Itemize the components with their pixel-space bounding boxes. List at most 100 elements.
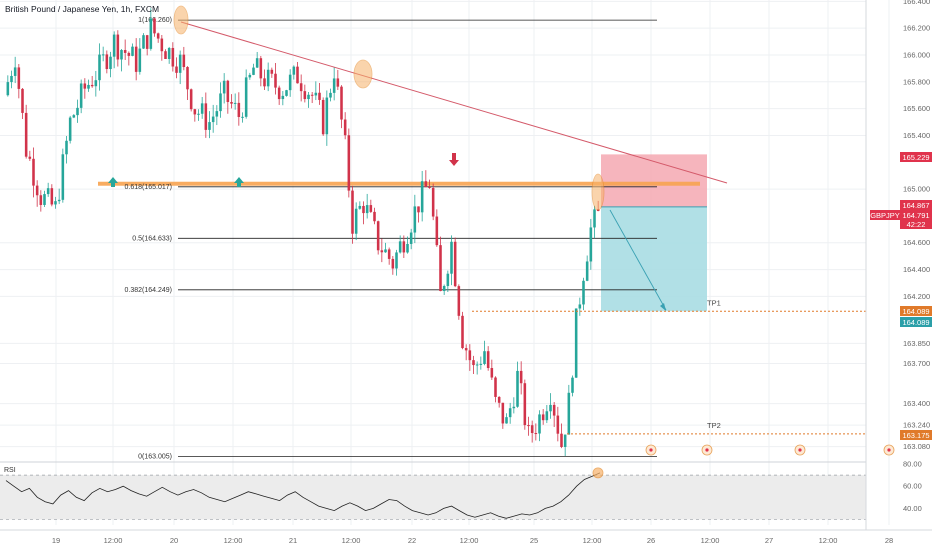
candle-down bbox=[182, 54, 186, 68]
candle-up bbox=[516, 370, 519, 407]
candle-up bbox=[325, 97, 329, 135]
price-tick-label: 164.400 bbox=[903, 265, 930, 274]
candle-down bbox=[28, 156, 32, 159]
candle-down bbox=[24, 112, 28, 157]
candle-up bbox=[475, 364, 479, 366]
trade-zones bbox=[98, 154, 707, 312]
candle-up bbox=[222, 80, 226, 94]
economic-event-dot bbox=[649, 448, 653, 452]
time-tick-label: 12:00 bbox=[583, 536, 602, 545]
candle-down bbox=[534, 433, 538, 435]
candle-down bbox=[453, 241, 457, 287]
candle-up bbox=[65, 140, 68, 155]
candle-up bbox=[244, 77, 248, 117]
candle-up bbox=[142, 35, 145, 49]
candle-down bbox=[164, 51, 167, 60]
candle-up bbox=[87, 84, 90, 89]
rsi-band bbox=[0, 475, 866, 520]
candle-down bbox=[523, 383, 527, 426]
price-tick-label: 163.080 bbox=[903, 442, 930, 451]
candle-down bbox=[380, 250, 384, 253]
time-tick-label: 21 bbox=[289, 536, 297, 545]
candle-down bbox=[171, 47, 175, 67]
buy-arrow-icon bbox=[234, 177, 244, 187]
highlight-ellipse bbox=[591, 173, 605, 211]
candle-down bbox=[277, 87, 281, 100]
price-axis[interactable]: 166.400 166.200 166.000 165.800 165.600 165.4… bbox=[865, 0, 932, 530]
price-tag-label: 164.867 bbox=[902, 201, 929, 210]
price-tick-label: 164.200 bbox=[903, 292, 930, 301]
candle-up bbox=[10, 75, 13, 83]
countdown-tag bbox=[900, 220, 932, 229]
candle-down bbox=[336, 78, 340, 87]
candle-down bbox=[274, 73, 277, 88]
price-tick-label: 165.000 bbox=[903, 185, 930, 194]
candle-up bbox=[329, 92, 332, 98]
candle-up bbox=[582, 280, 585, 305]
candle-up bbox=[314, 92, 318, 96]
candle-down bbox=[193, 109, 197, 115]
candle-down bbox=[50, 188, 54, 205]
time-tick-label: 12:00 bbox=[104, 536, 123, 545]
candle-down bbox=[35, 185, 39, 196]
candle-down bbox=[439, 245, 442, 292]
chart-annotations: TP1 TP2 bbox=[108, 5, 895, 456]
candle-down bbox=[373, 211, 376, 222]
candle-down bbox=[435, 216, 439, 246]
candle-down bbox=[428, 187, 431, 189]
candle-down bbox=[21, 88, 24, 113]
candle-down bbox=[519, 370, 523, 384]
candle-down bbox=[362, 205, 365, 214]
candle-down bbox=[431, 188, 435, 217]
time-axis[interactable]: 19 12:00 20 12:00 21 12:00 22 12:00 25 12:00 26 12:… bbox=[0, 529, 932, 545]
candle-down bbox=[343, 119, 347, 136]
rsi-label: RSI bbox=[4, 467, 16, 474]
candle-up bbox=[131, 46, 134, 56]
candle-down bbox=[376, 221, 380, 251]
price-tag bbox=[900, 317, 932, 327]
rsi-panel: RSI 80.00 60.00 40.00 bbox=[0, 460, 922, 520]
candle-down bbox=[472, 360, 475, 366]
candle-down bbox=[494, 377, 497, 397]
time-tick-label: 12:00 bbox=[701, 536, 720, 545]
candle-down bbox=[457, 286, 461, 316]
fib-label: 0.382(164.249) bbox=[125, 287, 172, 294]
candle-up bbox=[200, 103, 204, 114]
candle-down bbox=[486, 351, 490, 369]
candle-down bbox=[303, 91, 307, 100]
candle-up bbox=[167, 47, 171, 60]
candle-up bbox=[6, 82, 10, 96]
candle-down bbox=[560, 433, 563, 447]
candle-up bbox=[61, 154, 65, 200]
rsi-tick-label: 80.00 bbox=[903, 460, 922, 469]
candle-up bbox=[120, 50, 123, 60]
candle-up bbox=[46, 188, 50, 195]
candle-down bbox=[468, 350, 472, 361]
candle-up bbox=[241, 116, 244, 118]
candle-up bbox=[549, 404, 552, 412]
candle-down bbox=[296, 66, 299, 84]
candle-up bbox=[365, 205, 369, 214]
candle-up bbox=[68, 117, 72, 141]
take-profit-zone bbox=[601, 206, 707, 312]
time-tick-label: 25 bbox=[530, 536, 538, 545]
rsi-highlight-ellipse bbox=[592, 467, 604, 479]
candle-up bbox=[208, 122, 211, 130]
candle-up bbox=[266, 69, 270, 87]
candle-up bbox=[197, 113, 200, 115]
candle-up bbox=[233, 102, 237, 104]
price-tick-label: 163.400 bbox=[903, 399, 930, 408]
time-tick-label: 20 bbox=[170, 536, 178, 545]
candle-up bbox=[413, 206, 417, 233]
tp2-label: TP2 bbox=[707, 421, 721, 430]
candle-down bbox=[259, 58, 263, 79]
candle-down bbox=[340, 86, 343, 120]
candle-down bbox=[552, 404, 556, 416]
candle-up bbox=[567, 392, 571, 435]
price-tick-label: 166.200 bbox=[903, 24, 930, 33]
candle-down bbox=[391, 258, 395, 269]
highlight-ellipse bbox=[173, 5, 189, 35]
candle-down bbox=[461, 315, 464, 349]
candle-up bbox=[76, 107, 79, 116]
